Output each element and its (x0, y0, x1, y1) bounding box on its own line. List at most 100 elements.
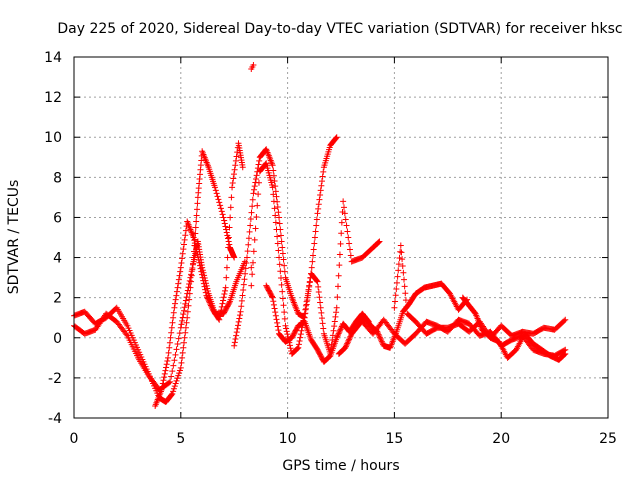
data-point (270, 298, 277, 305)
data-point (393, 286, 400, 293)
data-point (378, 338, 385, 345)
data-point (255, 191, 262, 198)
data-point (204, 295, 211, 302)
data-point (281, 315, 288, 322)
data-point (159, 380, 166, 387)
data-point (344, 339, 351, 346)
data-point (342, 343, 349, 350)
data-point (170, 388, 177, 395)
data-point (331, 318, 338, 325)
data-point (562, 316, 569, 323)
data-point (375, 331, 382, 338)
data-point (204, 294, 211, 301)
data-point (186, 277, 193, 284)
data-point (296, 337, 303, 344)
data-point (231, 254, 238, 261)
y-tick-label: 14 (44, 50, 62, 66)
data-point (273, 193, 280, 200)
data-point (295, 344, 302, 351)
data-point (183, 294, 190, 301)
data-point (254, 202, 261, 209)
data-point (163, 364, 170, 371)
data-point (293, 346, 300, 353)
data-point (165, 349, 172, 356)
data-point (392, 292, 399, 299)
data-point (401, 276, 408, 283)
data-point (311, 240, 318, 247)
data-point (179, 314, 186, 321)
data-point (178, 321, 185, 328)
data-point (240, 287, 247, 294)
data-point (227, 214, 234, 221)
data-point (283, 325, 290, 332)
data-point (216, 199, 223, 206)
data-point (235, 322, 242, 329)
data-point (232, 157, 239, 164)
data-point (279, 288, 286, 295)
data-point (395, 267, 402, 274)
data-point (193, 218, 200, 225)
data-point (280, 256, 287, 263)
data-point (376, 334, 383, 341)
data-point (333, 334, 340, 341)
data-point (227, 204, 234, 211)
data-point (172, 296, 179, 303)
data-point (239, 164, 246, 171)
data-point (177, 364, 184, 371)
data-point (175, 335, 182, 342)
y-tick-label: 2 (53, 291, 62, 307)
data-point (220, 294, 227, 301)
data-point (336, 329, 343, 336)
data-point (241, 276, 248, 283)
data-point (226, 299, 233, 306)
data-point (344, 228, 351, 235)
data-point (223, 229, 230, 236)
data-point (171, 357, 178, 364)
data-point (270, 198, 277, 205)
data-point (279, 250, 286, 257)
series-1 (71, 238, 248, 393)
data-point (401, 283, 408, 290)
data-point (195, 254, 202, 261)
data-point (169, 368, 176, 375)
data-point (336, 251, 343, 258)
data-point (310, 252, 317, 259)
data-point (277, 268, 284, 275)
data-point (205, 296, 212, 303)
data-point (270, 167, 277, 174)
data-point (255, 161, 262, 168)
data-point (179, 349, 186, 356)
data-point (249, 259, 256, 266)
data-point (251, 183, 258, 190)
data-point (235, 318, 242, 325)
data-point (333, 309, 340, 316)
data-point (166, 339, 173, 346)
data-point (318, 309, 325, 316)
data-point (330, 327, 337, 334)
data-point (178, 359, 185, 366)
data-point (274, 240, 281, 247)
chart-title: Day 225 of 2020, Sidereal Day-to-day VTE… (57, 21, 622, 37)
data-point (229, 184, 236, 191)
data-point (255, 179, 262, 186)
data-point (206, 299, 213, 306)
data-point (303, 298, 310, 305)
data-point (318, 182, 325, 189)
data-point (174, 340, 181, 347)
data-point (207, 301, 214, 308)
data-point (273, 316, 280, 323)
data-point (336, 327, 343, 334)
x-tick-label: 5 (176, 431, 185, 447)
data-point (205, 298, 212, 305)
data-point (250, 62, 257, 69)
data-point (340, 204, 347, 211)
data-point (402, 290, 409, 297)
data-point (247, 222, 254, 229)
data-point (225, 234, 232, 241)
data-point (239, 292, 246, 299)
data-point (175, 372, 182, 379)
data-point (245, 235, 252, 242)
data-point (219, 300, 226, 307)
data-point (320, 325, 327, 332)
data-point (273, 226, 280, 233)
